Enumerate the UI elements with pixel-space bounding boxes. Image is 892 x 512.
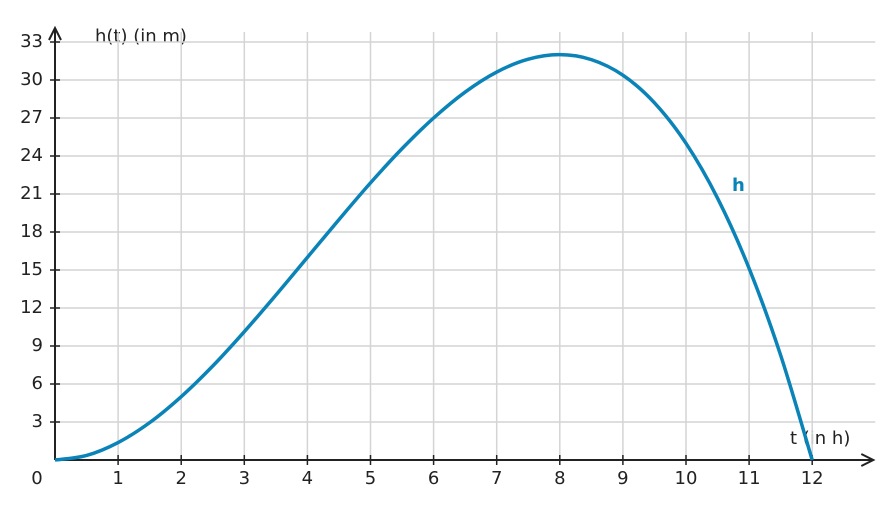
x-tick-label: 4 [302, 468, 313, 489]
y-tick-label: 3 [32, 411, 43, 432]
x-tick-label: 3 [239, 468, 250, 489]
curve-label: h [732, 175, 745, 196]
origin-label: 0 [31, 468, 42, 489]
x-tick-label: 1 [112, 468, 123, 489]
y-tick-label: 24 [20, 145, 43, 166]
y-tick-label: 9 [32, 335, 43, 356]
x-tick-label: 12 [801, 468, 824, 489]
y-tick-label: 6 [32, 373, 43, 394]
y-tick-label: 21 [20, 183, 43, 204]
y-tick-label: 30 [20, 69, 43, 90]
x-axis-arrow [860, 453, 876, 467]
x-tick-label: 11 [738, 468, 761, 489]
y-axis-label: h(t) (in m) [95, 26, 187, 47]
x-tick-label: 10 [675, 468, 698, 489]
x-tick-label: 9 [617, 468, 628, 489]
y-tick-label: 15 [20, 259, 43, 280]
y-tick-label: 12 [20, 297, 43, 318]
x-tick-label: 5 [365, 468, 376, 489]
y-tick-label: 27 [20, 107, 43, 128]
y-axis-arrow [48, 25, 62, 41]
y-tick-label: 18 [20, 221, 43, 242]
y-tick-label: 33 [20, 31, 43, 52]
x-tick-label: 2 [175, 468, 186, 489]
curve [54, 52, 814, 462]
x-tick-label: 8 [554, 468, 565, 489]
x-axis-label: t (in h) [790, 428, 850, 449]
x-tick-label: 6 [428, 468, 439, 489]
x-tick-label: 7 [491, 468, 502, 489]
grid [55, 32, 876, 460]
